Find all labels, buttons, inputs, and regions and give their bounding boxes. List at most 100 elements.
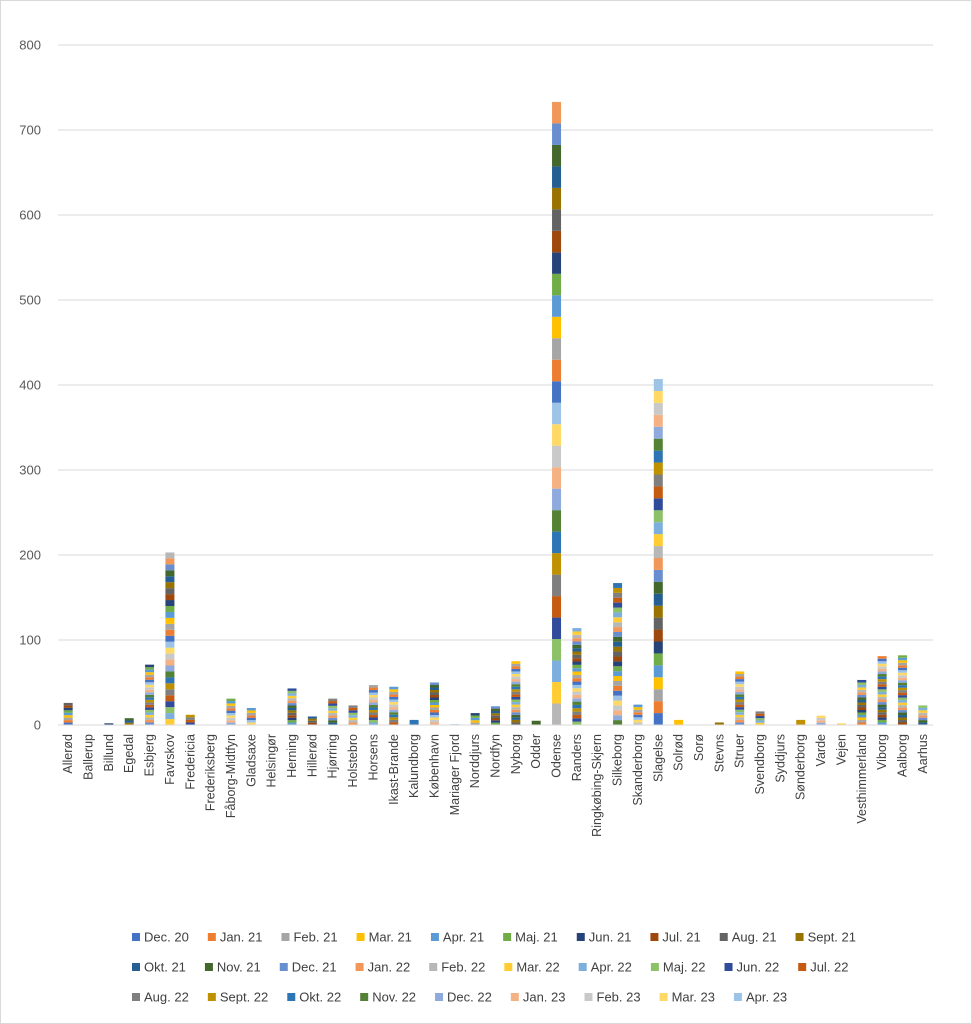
bar-segment <box>735 674 745 677</box>
bar-segment <box>552 166 562 188</box>
bar-segment <box>572 668 582 672</box>
bar-segment <box>368 720 378 723</box>
bar-segment <box>246 710 256 713</box>
bar-segment <box>897 722 907 725</box>
legend-item: Feb. 21 <box>281 930 338 945</box>
bar-segment <box>877 694 887 697</box>
bar-segment <box>368 685 378 688</box>
x-tick-label: Sorø <box>692 734 706 761</box>
legend-item: Jan. 21 <box>207 930 262 945</box>
x-tick-label: Sønderborg <box>794 734 808 800</box>
bar-segment <box>857 712 867 715</box>
bar-segment <box>613 666 623 672</box>
bar-segment <box>897 710 907 713</box>
bar-segment <box>552 273 562 296</box>
bar-segment <box>755 720 765 723</box>
legend-swatch <box>503 933 512 941</box>
bar-segment <box>613 622 623 628</box>
bar-segment <box>165 617 175 624</box>
bar-segment <box>348 717 358 721</box>
x-tick-label: Randers <box>570 734 584 781</box>
bar-segment <box>165 647 175 654</box>
y-axis-ticks: 0 100 200 300 400 500 600 700 800 <box>19 38 41 733</box>
bar-segment <box>552 144 562 167</box>
bar-segment <box>735 707 745 710</box>
legend-item: Sept. 21 <box>795 930 856 945</box>
bar-stack <box>735 671 745 725</box>
x-tick-label: Skanderborg <box>631 734 645 806</box>
bar-segment <box>796 719 806 725</box>
bar-segment <box>491 713 500 716</box>
legend-item: Jan. 22 <box>355 960 410 975</box>
bar-segment <box>633 717 643 720</box>
legend-label: Dec. 21 <box>292 960 337 975</box>
bar-segment <box>307 718 317 721</box>
bar-segment <box>613 661 623 667</box>
legend-label: Jun. 22 <box>737 960 780 975</box>
bar-segment <box>368 715 378 718</box>
bar-segment <box>918 710 928 713</box>
legend-label: Feb. 23 <box>597 990 641 1005</box>
bar-segment <box>287 717 297 721</box>
legend-item: Maj. 21 <box>503 930 558 945</box>
bar-segment <box>897 705 907 708</box>
bar-segment <box>857 719 867 723</box>
bar-segment <box>368 712 378 716</box>
bar-segment <box>246 720 256 723</box>
bar-segment <box>389 686 399 690</box>
bar-segment <box>226 698 236 702</box>
bar-segment <box>165 606 175 612</box>
bar-segment <box>552 639 562 661</box>
bar-segment <box>877 709 887 713</box>
bar-segment <box>918 707 928 711</box>
x-tick-label: Silkeborg <box>611 734 625 786</box>
bar-segment <box>145 714 155 718</box>
bar-stack <box>348 705 358 725</box>
x-tick-label: Holstebro <box>346 734 360 788</box>
bar-segment <box>511 714 521 718</box>
bar-segment <box>348 715 358 718</box>
bar-segment <box>165 582 175 589</box>
x-tick-label: Odder <box>529 734 543 769</box>
bar-segment <box>918 717 928 721</box>
bar-segment <box>328 708 338 711</box>
bar-segment <box>328 713 338 716</box>
bar-segment <box>897 717 907 721</box>
bar-segment <box>572 708 582 712</box>
bar-segment <box>145 689 155 693</box>
bar-segment <box>613 720 623 725</box>
bar-segment <box>572 628 582 632</box>
bar-segment <box>653 701 663 714</box>
bar-segment <box>491 720 500 723</box>
legend-item: Okt. 21 <box>132 960 186 975</box>
bar-segment <box>185 717 195 720</box>
bar-segment <box>226 710 236 714</box>
bar-segment <box>816 717 826 721</box>
y-tick-label: 400 <box>19 378 41 393</box>
legend-item: Jan. 23 <box>510 990 566 1005</box>
legend-label: Feb. 22 <box>441 960 485 975</box>
bar-segment <box>63 705 73 708</box>
bar-segment <box>185 714 195 718</box>
bar-segment <box>328 720 338 723</box>
bar-segment <box>877 704 887 708</box>
bar-segment <box>653 653 663 666</box>
bar-segment <box>897 712 907 716</box>
bar-segment <box>897 670 907 673</box>
bar-segment <box>226 708 236 711</box>
bar-segment <box>145 704 155 708</box>
bar-segment <box>857 702 867 705</box>
x-tick-label: Ikast-Brande <box>387 734 401 805</box>
bar-segment <box>165 701 175 708</box>
bar-segment <box>633 714 643 718</box>
legend-swatch <box>724 963 733 971</box>
bar-segment <box>552 402 562 425</box>
bar-segment <box>572 661 582 665</box>
bar-segment <box>368 687 378 691</box>
bar-segment <box>897 707 907 711</box>
bar-segment <box>145 709 155 713</box>
bar-segment <box>491 722 500 725</box>
bar-stack <box>246 708 256 725</box>
bar-segment <box>246 712 256 716</box>
legend-item: Sept. 22 <box>207 990 268 1005</box>
